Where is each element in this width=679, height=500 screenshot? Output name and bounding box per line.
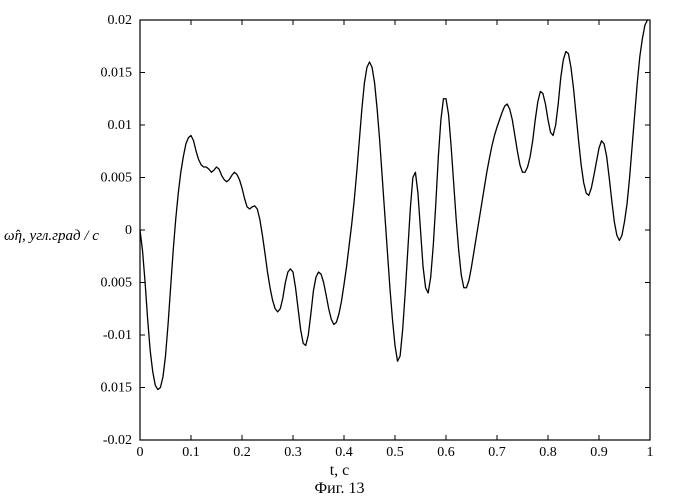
series-omega_eta [140, 20, 647, 390]
svg-text:0.02: 0.02 [108, 13, 133, 28]
svg-text:0: 0 [137, 445, 144, 460]
svg-text:0.005: 0.005 [101, 276, 133, 291]
svg-text:0.7: 0.7 [488, 445, 506, 460]
svg-text:0.3: 0.3 [284, 445, 302, 460]
svg-text:0.1: 0.1 [182, 445, 200, 460]
line-chart: 0 0.1 0.2 0.3 0.4 0.5 0.6 0.7 0.8 0.9 1 -0.02 0.015 -… [0, 0, 679, 460]
svg-text:0.5: 0.5 [386, 445, 404, 460]
x-axis-label: t, c [0, 462, 679, 480]
svg-text:0.4: 0.4 [335, 445, 353, 460]
svg-text:0: 0 [125, 223, 132, 238]
svg-text:0.015: 0.015 [101, 66, 133, 81]
svg-text:0.01: 0.01 [108, 118, 133, 133]
svg-text:-0.02: -0.02 [103, 433, 132, 448]
figure-caption: Фиг. 13 [0, 480, 679, 498]
svg-text:1: 1 [647, 445, 654, 460]
figure-13: ω̂η, угл.град / c 0 0.1 0.2 0.3 0.4 0.5 0.6 0.7… [0, 0, 679, 500]
svg-text:0.015: 0.015 [101, 381, 133, 396]
svg-text:0.8: 0.8 [539, 445, 557, 460]
svg-text:0.9: 0.9 [590, 445, 608, 460]
y-axis-label: ω̂η, угл.град / c [4, 228, 99, 245]
svg-text:0.2: 0.2 [233, 445, 251, 460]
svg-text:-0.01: -0.01 [103, 328, 132, 343]
svg-text:0.6: 0.6 [437, 445, 455, 460]
svg-text:0.005: 0.005 [101, 171, 133, 186]
